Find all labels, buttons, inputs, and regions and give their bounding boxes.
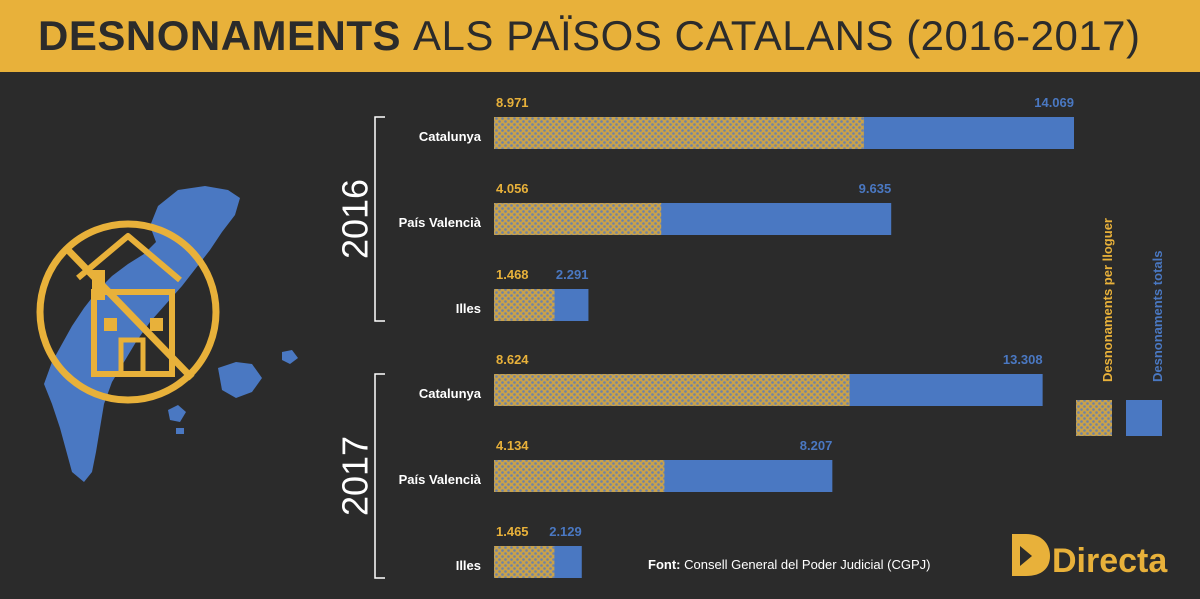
bar-rent-2016-2 xyxy=(494,289,555,321)
category-label: País Valencià xyxy=(399,472,482,487)
page-title: DESNONAMENTS ALS PAÏSOS CATALANS (2016-20… xyxy=(38,10,1141,62)
legend-swatch-total xyxy=(1126,400,1162,436)
value-label-total: 9.635 xyxy=(859,181,892,196)
source-note: Font: Consell General del Poder Judicial… xyxy=(648,557,931,572)
value-label-rent: 8.624 xyxy=(496,352,529,367)
value-label-total: 8.207 xyxy=(800,438,833,453)
value-label-total: 13.308 xyxy=(1003,352,1043,367)
chart-bars: 2016 Catalunya 8.971 14.069 País Valencià 4.0… xyxy=(335,95,1074,578)
year-label-2017: 2017 xyxy=(335,436,376,516)
category-label: Catalunya xyxy=(419,386,482,401)
category-label: Illes xyxy=(456,558,481,573)
title-bold: DESNONAMENTS xyxy=(38,12,402,59)
bar-rent-2017-0 xyxy=(494,374,850,406)
bar-rent-2016-0 xyxy=(494,117,864,149)
category-label: País Valencià xyxy=(399,215,482,230)
legend-swatch-rent xyxy=(1076,400,1112,436)
legend-label-rent: Desnonaments per lloguer xyxy=(1100,218,1115,382)
category-label: Catalunya xyxy=(419,129,482,144)
year-label-2016: 2016 xyxy=(335,179,376,259)
source-label: Font: xyxy=(648,557,681,572)
brand-name: Directa xyxy=(1052,542,1168,580)
countries-map-icon xyxy=(44,186,298,482)
chart-legend: Desnonaments per lloguer Desnonaments tot… xyxy=(1076,218,1165,436)
value-label-rent: 1.465 xyxy=(496,524,529,539)
directa-logo: Directa xyxy=(1012,534,1168,580)
title-light: ALS PAÏSOS CATALANS (2016-2017) xyxy=(413,12,1141,59)
category-label: Illes xyxy=(456,301,481,316)
legend-label-total: Desnonaments totals xyxy=(1150,251,1165,382)
no-house-icon xyxy=(36,220,220,404)
value-label-rent: 1.468 xyxy=(496,267,529,282)
value-label-rent: 4.134 xyxy=(496,438,529,453)
value-label-rent: 8.971 xyxy=(496,95,529,110)
value-label-total: 2.129 xyxy=(549,524,582,539)
bar-rent-2016-1 xyxy=(494,203,662,235)
value-label-rent: 4.056 xyxy=(496,181,529,196)
bar-rent-2017-1 xyxy=(494,460,665,492)
year-brackets xyxy=(374,116,385,579)
title-bar: DESNONAMENTS ALS PAÏSOS CATALANS (2016-20… xyxy=(0,0,1200,72)
value-label-total: 14.069 xyxy=(1034,95,1074,110)
bar-rent-2017-2 xyxy=(494,546,555,578)
value-label-total: 2.291 xyxy=(556,267,589,282)
source-text: Consell General del Poder Judicial (CGPJ… xyxy=(684,557,931,572)
